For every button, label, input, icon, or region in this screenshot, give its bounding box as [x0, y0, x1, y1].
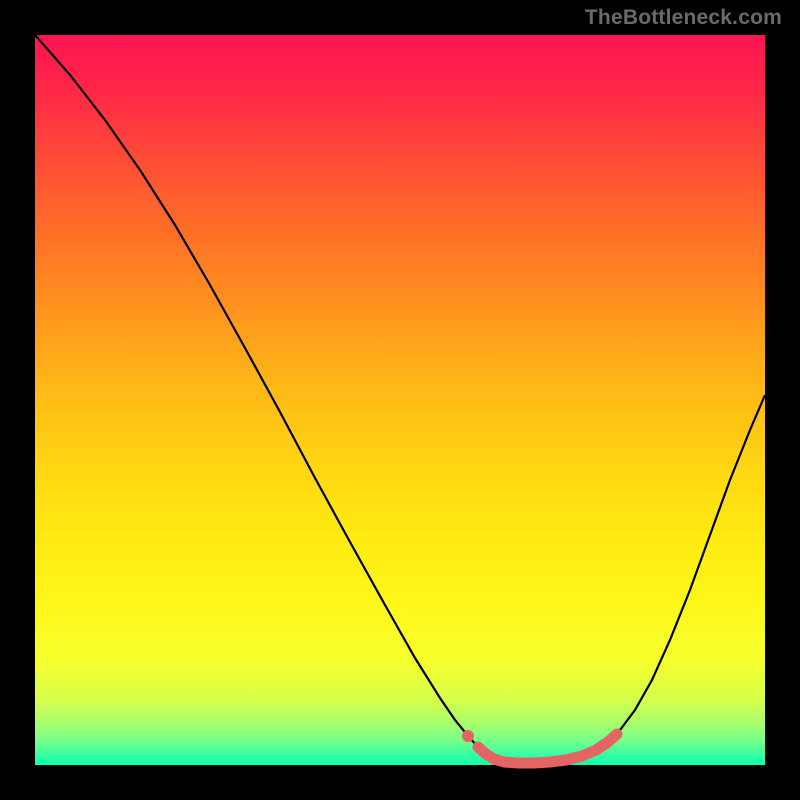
chart-canvas: { "attribution": { "text": "TheBottlenec…	[0, 0, 800, 800]
plot-background	[35, 35, 765, 765]
bottleneck-chart	[0, 0, 800, 800]
highlight-dot	[462, 730, 474, 742]
